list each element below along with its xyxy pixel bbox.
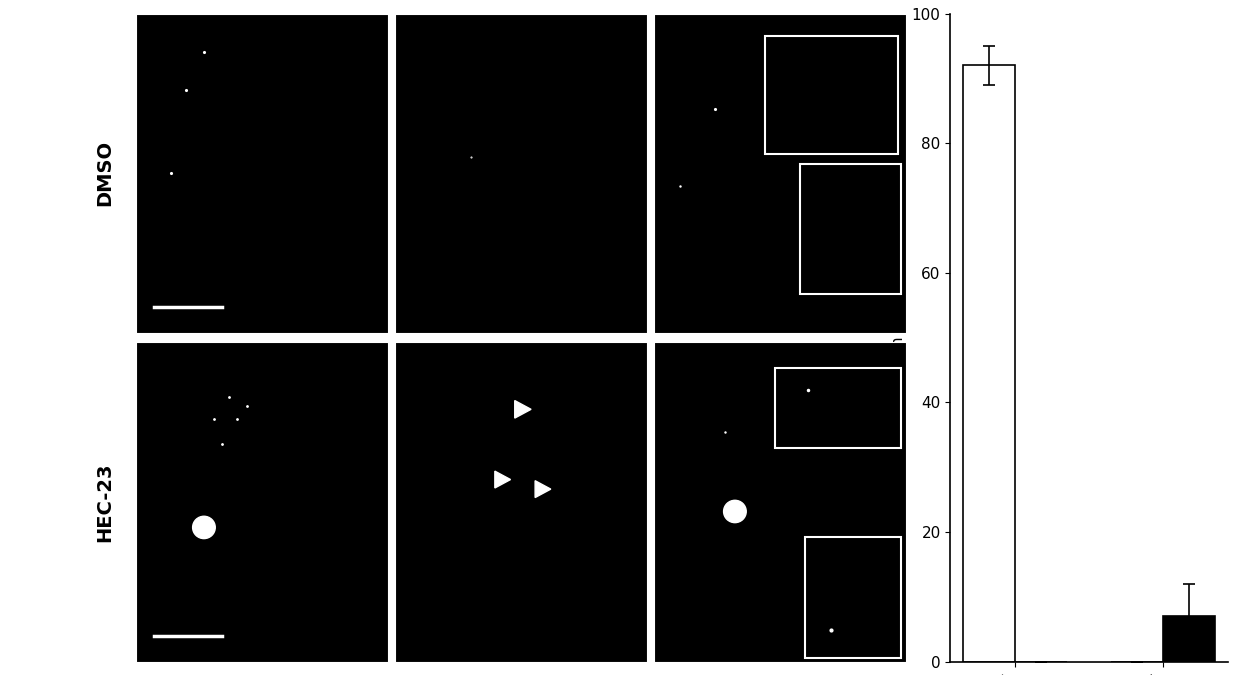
Text: mCh-LAMP1: mCh-LAMP1 bbox=[396, 0, 512, 14]
Polygon shape bbox=[515, 400, 531, 418]
Y-axis label: Lysosomes with lysoSensor (%): Lysosomes with lysoSensor (%) bbox=[892, 217, 906, 458]
Polygon shape bbox=[495, 471, 511, 488]
Bar bbox=[775, 368, 901, 448]
Ellipse shape bbox=[724, 500, 746, 522]
Text: DMSO: DMSO bbox=[95, 140, 115, 206]
Ellipse shape bbox=[192, 516, 216, 539]
Bar bbox=[1163, 616, 1215, 662]
Text: LysoSensor: LysoSensor bbox=[136, 0, 246, 14]
Polygon shape bbox=[536, 481, 551, 497]
Bar bbox=[963, 65, 1014, 662]
Bar bbox=[765, 36, 899, 154]
Bar bbox=[800, 163, 901, 294]
Text: Merge: Merge bbox=[655, 0, 715, 14]
Bar bbox=[805, 537, 901, 658]
Text: HEC-23: HEC-23 bbox=[95, 462, 115, 541]
